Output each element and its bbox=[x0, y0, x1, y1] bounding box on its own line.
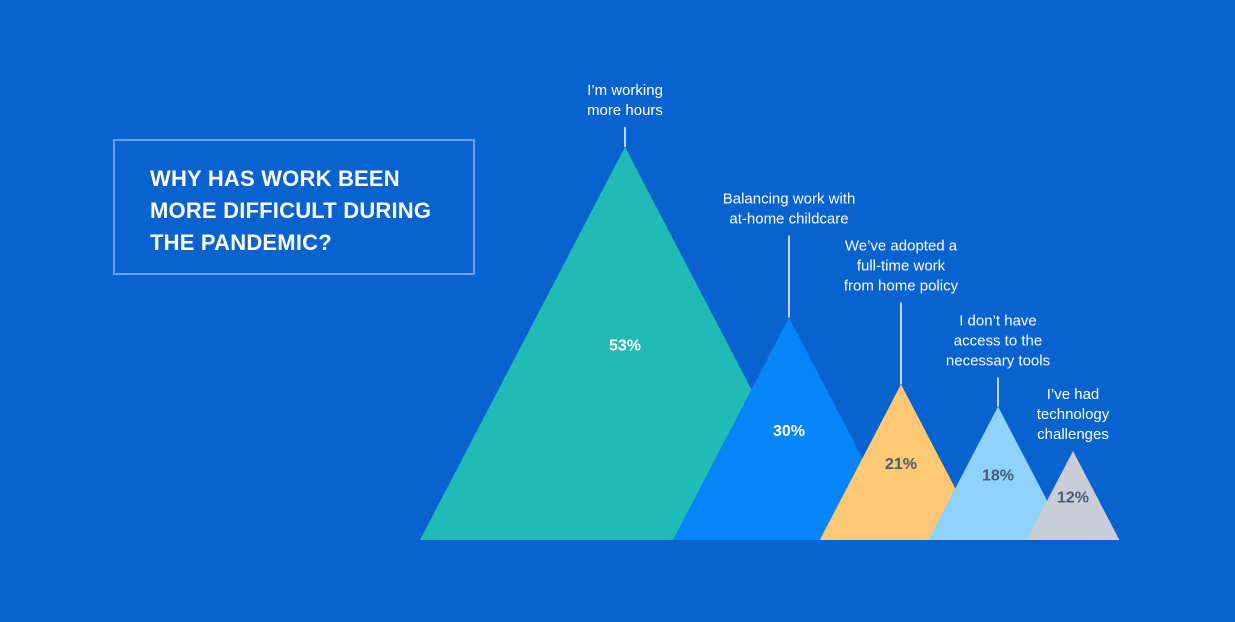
value-label-3: 21% bbox=[885, 456, 917, 473]
title-box: WHY HAS WORK BEEN MORE DIFFICULT DURING … bbox=[113, 139, 475, 275]
value-label-5: 12% bbox=[1057, 490, 1089, 507]
value-label-1: 53% bbox=[609, 338, 641, 355]
triangle-bar-5 bbox=[1026, 451, 1120, 540]
value-label-2: 30% bbox=[773, 423, 805, 440]
category-label-3: We’ve adopted a full-time work from home p… bbox=[844, 237, 959, 294]
category-label-4: I don’t have access to the necessary tools bbox=[946, 313, 1050, 370]
triangle-bar-3 bbox=[819, 384, 983, 540]
chart-title: WHY HAS WORK BEEN MORE DIFFICULT DURING … bbox=[150, 166, 432, 255]
category-label-5: I’ve had technology challenges bbox=[1037, 386, 1110, 443]
category-label-2: Balancing work with at-home childcare bbox=[723, 191, 856, 228]
triangle-bar-2 bbox=[672, 317, 906, 540]
category-label-1: I’m working more hours bbox=[587, 82, 663, 119]
value-label-4: 18% bbox=[982, 467, 1014, 484]
triangle-bar-4 bbox=[928, 406, 1068, 540]
